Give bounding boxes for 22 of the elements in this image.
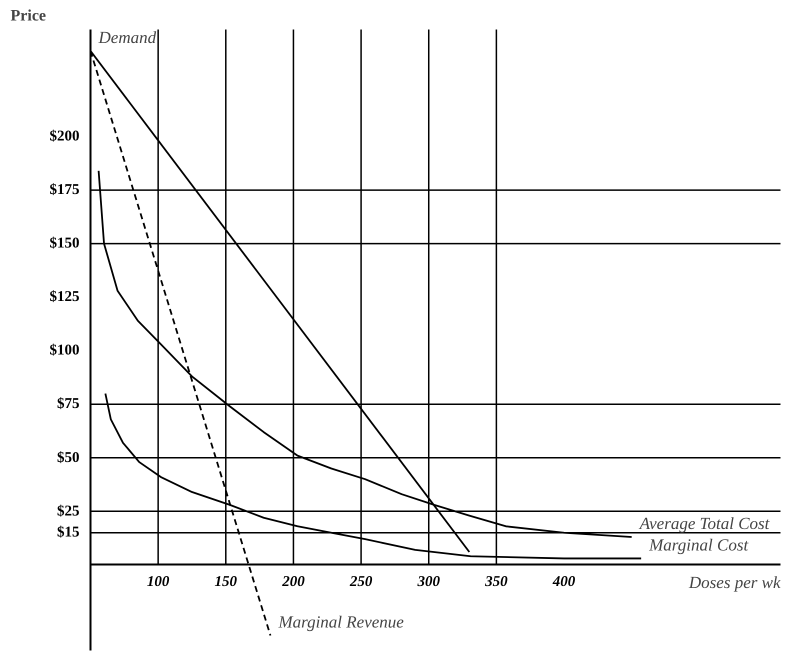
x-axis-title: Doses per wk [688,572,781,592]
y-tick-label: $50 [57,450,80,466]
y-tick-label: $25 [57,503,80,520]
y-tick-label: $150 [50,236,80,252]
y-tick-label: $100 [50,342,80,359]
series-label: Marginal Cost [648,535,750,554]
series-label: Demand [98,28,157,47]
y-tick-label: $75 [57,396,80,412]
x-tick-label: 400 [552,574,576,590]
y-tick-label: $175 [50,182,80,198]
y-tick-label: $125 [50,289,80,306]
series-label: Marginal Revenue [277,612,404,632]
x-tick-label: 250 [348,574,373,590]
y-tick-label: $15 [57,524,80,541]
y-axis-title: Price [10,8,46,24]
x-tick-label: 200 [281,574,306,590]
x-tick-label: 100 [146,574,170,590]
x-tick-label: 300 [416,574,440,590]
y-tick-label: $200 [50,128,80,145]
x-tick-label: 350 [484,574,508,590]
series-label: Average Total Cost [638,514,771,534]
x-tick-label: 150 [214,574,238,590]
